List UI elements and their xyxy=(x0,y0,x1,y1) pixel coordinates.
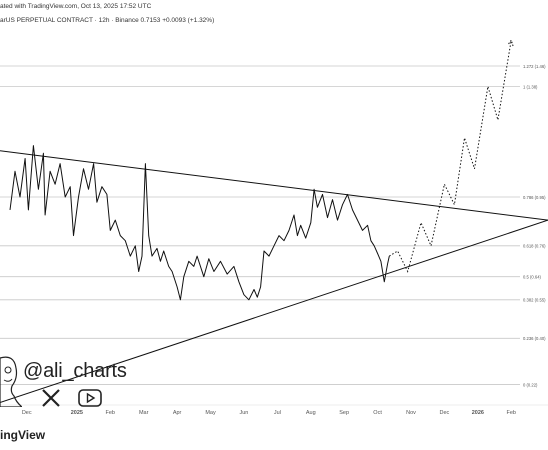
x-tick-label: Mar xyxy=(139,410,149,416)
trendline-upper xyxy=(0,150,548,221)
fib-level-label: 0.5 (0.64) xyxy=(523,274,542,279)
symbol-info: arUS PERPETUAL CONTRACT · 12h · Binance … xyxy=(0,17,215,24)
x-tick-label: Sep xyxy=(339,410,349,416)
x-tick-label: May xyxy=(205,410,216,416)
x-logo-icon xyxy=(42,389,60,407)
fib-level-label: 0 (0.22) xyxy=(523,382,538,387)
x-tick-label: Dec xyxy=(440,410,450,416)
youtube-logo-icon xyxy=(78,389,102,407)
fib-level-label: 0.786 (0.95) xyxy=(523,195,546,200)
fib-level-label: 0.382 (0.55) xyxy=(523,298,546,303)
x-tick-label: Dec xyxy=(22,410,32,416)
triangle-trendlines xyxy=(0,150,548,404)
fib-level-label: 0.618 (0.76) xyxy=(523,244,546,249)
x-tick-label: 2025 xyxy=(71,410,83,416)
x-tick-label: Oct xyxy=(373,410,382,416)
projection-path xyxy=(389,39,514,273)
fib-levels: 1.272 (1.46) 1 (1.38) 0.786 (0.95) 0.618 (0… xyxy=(0,64,546,387)
x-tick-label: Feb xyxy=(507,410,516,416)
x-tick-label: Apr xyxy=(173,410,182,416)
projection-arrowhead xyxy=(507,39,514,47)
x-tick-label: 2026 xyxy=(472,410,484,416)
caricature-face-icon xyxy=(0,356,22,407)
x-tick-label: Jul xyxy=(274,410,281,416)
x-tick-label: Aug xyxy=(306,410,316,416)
price-line xyxy=(9,145,390,301)
price-series xyxy=(9,145,390,301)
x-tick-label: Jun xyxy=(239,410,248,416)
x-tick-label: Feb xyxy=(106,410,115,416)
fib-level-label: 1 (1.38) xyxy=(523,84,538,89)
x-axis: Dec 2025 Feb Mar Apr May Jun Jul Aug Sep Oct Nov Dec… xyxy=(0,404,548,416)
fib-level-label: 0.236 (0.40) xyxy=(523,336,546,341)
projection-line xyxy=(389,40,512,273)
tradingview-brand: ingView xyxy=(0,428,46,442)
author-handle: @ali_charts xyxy=(23,360,127,382)
publish-info: ated with TradingView.com, Oct 13, 2025 … xyxy=(0,3,152,10)
fib-level-label: 1.272 (1.46) xyxy=(523,64,546,69)
x-tick-label: Nov xyxy=(406,410,416,416)
trendline-lower xyxy=(0,219,548,404)
